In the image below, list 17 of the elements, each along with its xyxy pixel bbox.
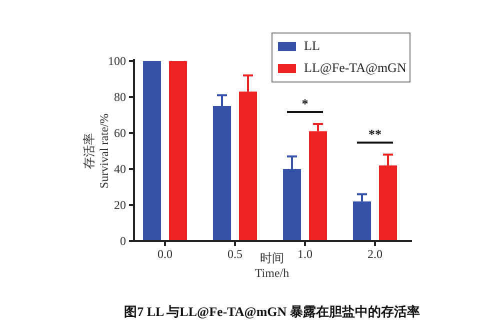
y-tick-label: 80 (114, 90, 126, 104)
y-tick-label: 40 (114, 162, 126, 176)
legend-label: LL (304, 38, 320, 53)
y-tick-label: 0 (120, 234, 126, 248)
x-tick-label: 2.0 (368, 247, 382, 261)
x-tick-label: 0.0 (158, 247, 172, 261)
caption: 图7 LL 与LL@Fe-TA@mGN 暴露在胆盐中的存活率 (124, 304, 420, 319)
y-axis-title: 存活率 Survival rate/% (82, 114, 111, 188)
y-tick-label: 100 (108, 54, 126, 68)
legend-label: LL@Fe-TA@mGN (304, 60, 407, 75)
x-tick-label: 0.5 (228, 247, 242, 261)
x-axis-title: 时间 Time/h (254, 251, 290, 280)
annotation: ** (368, 126, 382, 142)
annotation: * (302, 96, 308, 111)
y-tick-label: 20 (114, 198, 126, 212)
y-tick-label: 60 (114, 126, 126, 140)
x-tick-label: 1.0 (298, 247, 312, 261)
